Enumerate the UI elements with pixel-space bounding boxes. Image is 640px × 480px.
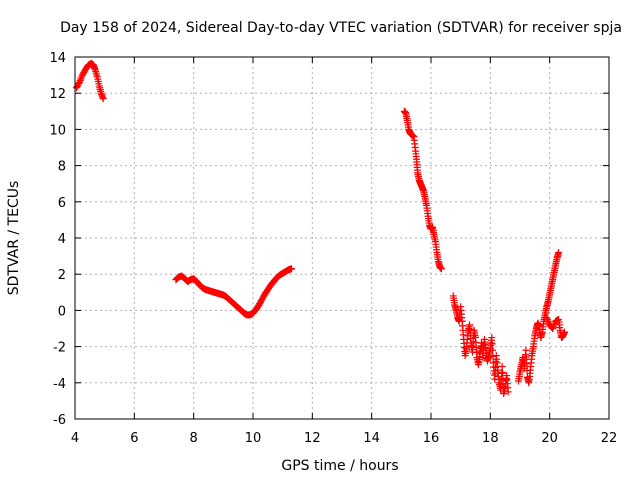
x-tick-label: 12 [304,431,321,446]
axis-ticks: 4 6 8 10 12 14 16 18 20 22 -6 -4 -2 0 2 4 6 8 10 12 14 [49,51,617,446]
grid-lines [75,57,609,419]
series-segment-5 [515,248,563,387]
data-point [99,95,107,103]
data-point [489,346,497,354]
x-tick-label: 14 [363,431,380,446]
y-tick-label: 8 [58,160,66,175]
data-point [288,265,296,273]
y-tick-label: -6 [53,413,66,428]
data-point [498,363,506,371]
series-segment-6 [543,314,568,342]
x-axis-label: GPS time / hours [281,458,398,474]
y-tick-label: 0 [58,304,66,319]
series-segment-3 [400,107,445,273]
x-tick-label: 8 [190,431,198,446]
data-point [75,80,83,88]
data-point [523,360,531,368]
chart-title: Day 158 of 2024, Sidereal Day-to-day VTE… [60,20,622,36]
data-point [555,248,563,256]
data-point [522,353,530,361]
data-point [488,340,496,348]
y-tick-label: 12 [49,87,66,102]
x-tick-label: 10 [245,431,262,446]
series-segment-4 [449,292,512,398]
y-tick-label: 4 [58,232,66,247]
y-axis-label: SDTVAR / TECUs [6,181,22,296]
x-tick-label: 22 [601,431,618,446]
data-point [561,328,568,336]
series-segment-2 [172,265,296,319]
data-points [72,59,568,398]
y-tick-label: 2 [58,268,66,283]
x-tick-label: 20 [541,431,558,446]
x-tick-label: 4 [71,431,79,446]
data-point [522,346,530,354]
data-point [437,265,445,273]
x-tick-label: 16 [423,431,440,446]
x-tick-label: 18 [482,431,499,446]
data-point [488,334,496,342]
series-segment-1 [72,59,107,103]
data-point [498,368,506,376]
x-tick-label: 6 [130,431,138,446]
data-point [504,388,512,396]
data-point [499,369,507,377]
y-tick-label: 10 [49,123,66,138]
y-tick-label: -2 [53,341,66,356]
y-tick-label: 14 [49,51,66,66]
y-tick-label: 6 [58,196,66,211]
data-point [489,353,497,361]
y-tick-label: -4 [53,377,66,392]
